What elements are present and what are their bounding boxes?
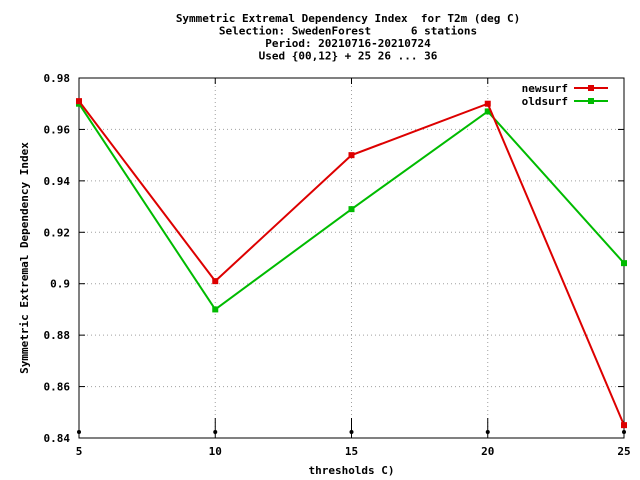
x-tick-label: 25: [617, 445, 630, 458]
x-observation-dot: [349, 430, 354, 434]
data-point-oldsurf: [212, 306, 219, 313]
x-observation-dot: [622, 430, 626, 434]
data-point-oldsurf: [484, 108, 491, 115]
y-axis: 0.84 0.86 0.88 0.9 0.92 0.94 0.96 0.98: [44, 72, 624, 445]
y-tick-label: 0.88: [44, 329, 71, 342]
data-point-oldsurf: [621, 260, 627, 267]
series-line-newsurf: [78, 100, 625, 426]
x-observation-dot: [213, 430, 218, 434]
y-tick-label: 0.86: [44, 381, 71, 394]
data-point-newsurf: [484, 100, 491, 107]
data-point-newsurf: [76, 98, 82, 105]
data-point-newsurf: [348, 152, 355, 159]
y-tick-label: 0.96: [44, 123, 71, 136]
legend-label-newsurf: newsurf: [522, 82, 568, 95]
chart-title-line: Symmetric Extremal Dependency Index for …: [176, 12, 520, 25]
x-tick-label: 10: [209, 445, 222, 458]
y-tick-label: 0.94: [44, 175, 71, 188]
legend-marker-oldsurf: [588, 98, 594, 104]
data-point-oldsurf: [348, 206, 355, 213]
legend-label-oldsurf: oldsurf: [522, 95, 568, 108]
data-point-newsurf: [212, 278, 219, 285]
grid: [79, 78, 624, 438]
y-tick-label: 0.9: [50, 278, 70, 291]
x-observation-dot: [77, 430, 81, 434]
chart-title-line: Used {00,12} + 25 26 ... 36: [259, 50, 438, 63]
chart-title-line: Period: 20210716-20210724: [265, 37, 431, 50]
x-tick-label: 5: [76, 445, 83, 458]
x-observation-dot: [485, 430, 490, 434]
y-axis-label: Symmetric Extremal Dependency Index: [18, 142, 31, 374]
series: [76, 98, 627, 429]
data-point-newsurf: [621, 422, 627, 429]
y-tick-label: 0.84: [44, 432, 71, 445]
x-axis-label: thresholds C): [308, 464, 394, 477]
legend-marker-newsurf: [588, 85, 594, 91]
chart-title: Symmetric Extremal Dependency Index for …: [176, 12, 520, 63]
x-tick-label: 15: [345, 445, 358, 458]
x-tick-label: 20: [481, 445, 494, 458]
series-newsurf: [76, 98, 627, 429]
x-axis: 5 10 15 20 25: [76, 78, 631, 458]
chart-title-line: Selection: SwedenForest 6 stations: [219, 25, 477, 38]
y-tick-label: 0.98: [44, 72, 71, 85]
y-tick-label: 0.92: [44, 226, 71, 239]
